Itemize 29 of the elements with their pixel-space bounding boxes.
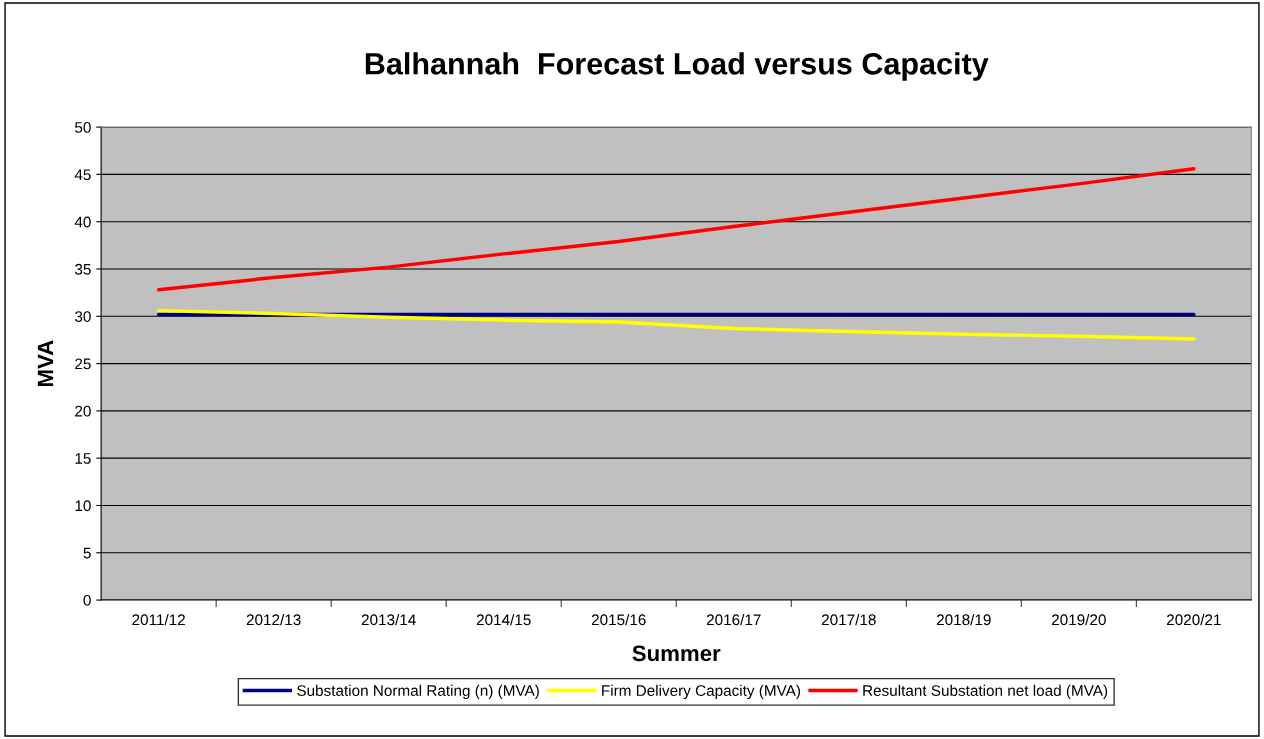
x-tick-label: 2011/12 <box>132 613 185 626</box>
y-tick-label: 5 <box>83 547 91 559</box>
legend-label: Firm Delivery Capacity (MVA) <box>602 684 800 699</box>
y-tick-label: 0 <box>83 594 91 606</box>
legend-label: Resultant Substation net load (MVA) <box>863 684 1108 699</box>
line-series <box>156 166 1196 292</box>
y-tick-label: 20 <box>75 405 91 417</box>
x-tick-label: 2020/21 <box>1167 613 1221 626</box>
chart-title: Balhannah Forecast Load versus Capacity <box>365 52 989 81</box>
y-axis-title: MVA <box>37 340 54 386</box>
x-tick-label: 2014/15 <box>476 613 531 626</box>
y-tick-label: 10 <box>75 500 91 512</box>
line-series <box>156 308 1196 341</box>
y-tick-label: 15 <box>75 453 91 464</box>
y-tick-label: 50 <box>75 121 91 133</box>
y-tick-label: 30 <box>74 311 91 322</box>
legend-label: Substation Normal Rating (n) (MVA) <box>297 684 539 699</box>
y-tick-label: 40 <box>74 216 91 228</box>
y-tick-label: 35 <box>74 263 91 275</box>
x-axis-title: Summer <box>632 645 721 662</box>
y-tick-label: 45 <box>74 169 91 181</box>
x-tick-label: 2012/13 <box>246 613 301 626</box>
x-tick-label: 2016/17 <box>706 613 761 626</box>
y-tick-label: 25 <box>75 358 91 370</box>
x-tick-label: 2013/14 <box>361 613 416 626</box>
x-tick-label: 2018/19 <box>936 613 991 626</box>
x-tick-label: 2015/16 <box>591 613 646 626</box>
x-tick-label: 2019/20 <box>1051 613 1106 626</box>
x-tick-label: 2017/18 <box>821 613 876 626</box>
